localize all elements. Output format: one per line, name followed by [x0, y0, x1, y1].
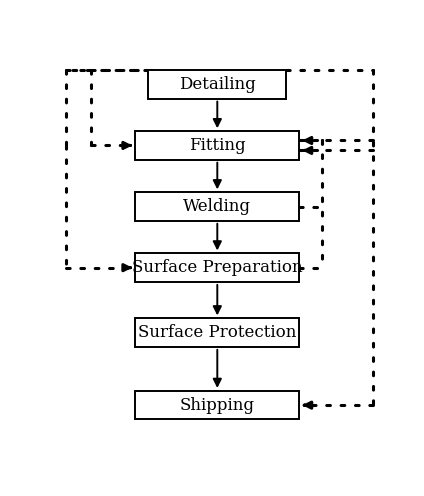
FancyBboxPatch shape [148, 70, 286, 99]
Text: Surface Protection: Surface Protection [138, 324, 296, 341]
FancyBboxPatch shape [135, 192, 299, 221]
Text: Surface Preparation: Surface Preparation [132, 259, 303, 276]
FancyBboxPatch shape [135, 253, 299, 282]
FancyBboxPatch shape [135, 391, 299, 420]
Text: Shipping: Shipping [180, 397, 255, 414]
Text: Detailing: Detailing [179, 76, 256, 93]
FancyBboxPatch shape [135, 131, 299, 160]
Text: Welding: Welding [183, 198, 251, 215]
Text: Fitting: Fitting [189, 137, 245, 154]
FancyBboxPatch shape [135, 318, 299, 347]
